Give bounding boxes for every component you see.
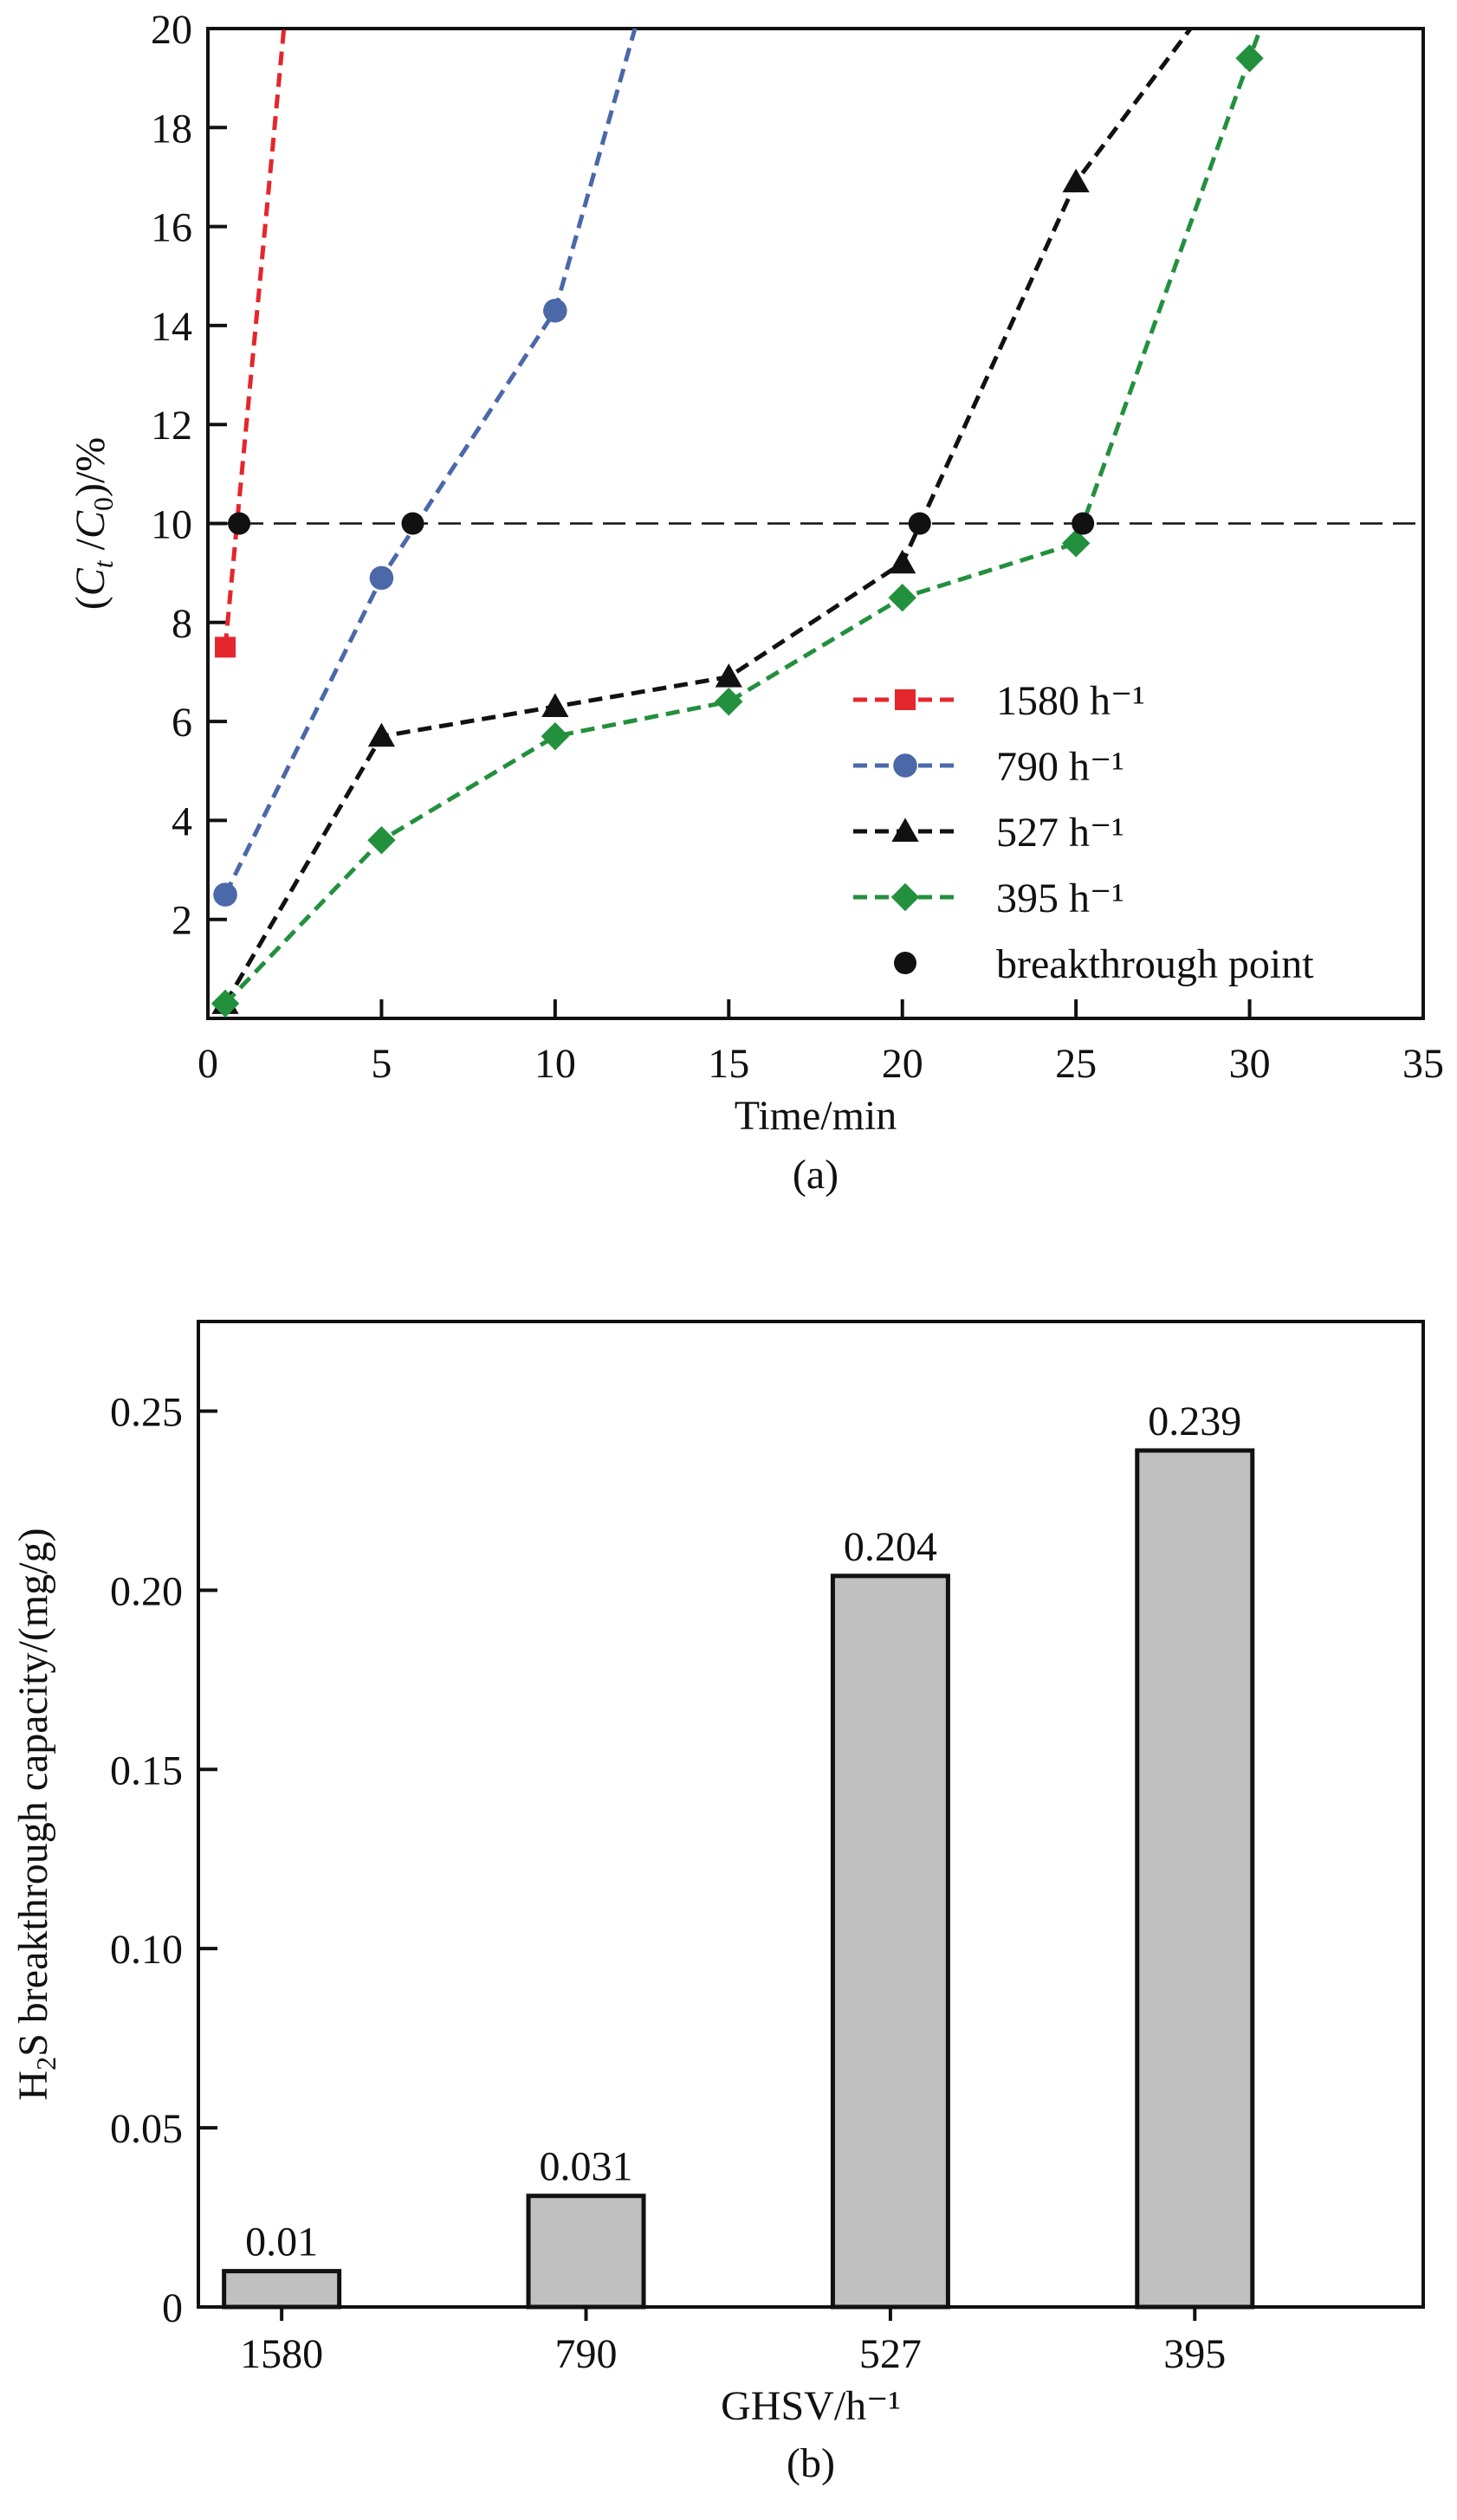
bar-value-label: 0.01 (245, 2220, 318, 2265)
bar-value-label: 0.031 (540, 2144, 633, 2190)
y-tick-label: 0.05 (110, 2106, 183, 2152)
y-axis-label-part: ( (68, 596, 113, 610)
data-point (1235, 44, 1264, 73)
breakthrough-point (908, 512, 931, 535)
y-tick-label: 6 (172, 700, 192, 746)
legend-marker (895, 689, 916, 710)
x-tick-label: 790 (555, 2331, 618, 2377)
series-line (223, 29, 1263, 1005)
y-axis-label-part: t (87, 559, 119, 568)
data-point (1061, 529, 1091, 558)
y-tick-label: 0.20 (110, 1568, 183, 1614)
y-tick-label: 4 (172, 798, 192, 844)
y-axis-label-part: H (10, 2071, 56, 2101)
y-tick-label: 0.10 (110, 1927, 183, 1973)
x-tick-label: 1580 (240, 2331, 323, 2377)
y-tick-label: 0.25 (110, 1389, 183, 1435)
bar-value-label: 0.239 (1148, 1399, 1241, 1444)
legend-marker (891, 817, 919, 842)
x-axis-label: Time/min (735, 1093, 897, 1139)
legend-label: 527 h⁻¹ (996, 810, 1124, 856)
x-tick-label: 395 (1163, 2331, 1226, 2377)
legend: 1580 h⁻¹ 790 h⁻¹ 527 h⁻¹ 395 h⁻¹ breakthroug… (853, 678, 1314, 987)
breakthrough-point (401, 512, 424, 535)
y-tick-label: 12 (151, 403, 192, 449)
chart-a: 0 5 10 15 20 25 30 35 2 4 6 8 10 12 14 16 18 20 Time/min (a… (68, 7, 1444, 1198)
y-tick-label: 8 (172, 601, 192, 647)
x-tick-label: 30 (1229, 1041, 1271, 1087)
series-line (223, 29, 287, 648)
x-tick-label: 5 (371, 1041, 392, 1087)
bar-value-label: 0.204 (844, 1524, 937, 1570)
y-tick-label: 2 (172, 898, 192, 944)
y-axis-label-part: 2 (30, 2057, 62, 2071)
y-axis-label: (Ct /C0)/% (68, 437, 119, 611)
data-point (367, 722, 396, 747)
data-point (888, 584, 916, 612)
x-tick-label: 10 (534, 1041, 576, 1087)
y-axis-label-part: )/% (68, 437, 113, 497)
data-point (889, 549, 916, 574)
y-axis-label-part: C (68, 567, 113, 596)
y-tick-label: 0 (162, 2285, 183, 2331)
bar (222, 2269, 342, 2310)
y-axis-label-part: / (68, 538, 113, 560)
x-tick-label: 25 (1055, 1041, 1097, 1087)
series-diamond (210, 29, 1264, 1018)
panel-label-a: (a) (793, 1152, 839, 1198)
data-point (543, 298, 567, 323)
data-point (715, 688, 743, 716)
data-point (715, 663, 742, 688)
series-circle (213, 29, 638, 907)
series-square (215, 29, 287, 658)
y-axis-label-part: 0 (87, 497, 119, 511)
y-tick-label: 10 (151, 502, 192, 548)
panel-label-b: (b) (787, 2440, 835, 2486)
y-tick-label: 14 (151, 304, 192, 350)
legend-marker (893, 753, 917, 778)
legend-label: 395 h⁻¹ (996, 876, 1124, 921)
plot-frame (197, 1320, 1425, 2309)
bar (1135, 1448, 1255, 2310)
data-point (367, 826, 396, 855)
x-tick-label: 35 (1402, 1041, 1444, 1087)
y-axis-label-part: C (68, 510, 113, 539)
x-tick-label: 15 (708, 1041, 749, 1087)
bar (830, 1573, 950, 2310)
data-point (369, 565, 394, 591)
data-point (215, 636, 236, 658)
y-axis-label: H2S breakthrough capacity/(mg/g) (10, 1528, 62, 2100)
x-tick-label: 527 (859, 2331, 922, 2377)
legend-label: 790 h⁻¹ (996, 744, 1124, 790)
legend-label: 1580 h⁻¹ (996, 678, 1145, 724)
x-tick-label: 20 (882, 1041, 923, 1087)
x-axis-label: GHSV/h⁻¹ (721, 2383, 901, 2429)
data-point (541, 722, 570, 751)
y-tick-label: 20 (151, 7, 192, 53)
bar (526, 2194, 646, 2310)
series-triangle (211, 29, 1194, 1014)
data-point (213, 882, 237, 907)
legend-marker (890, 882, 920, 912)
x-tick-label: 0 (198, 1041, 218, 1087)
breakthrough-point (1072, 512, 1095, 535)
data-point (1062, 168, 1090, 193)
legend-label: breakthrough point (996, 941, 1314, 987)
y-tick-label: 0.15 (110, 1748, 183, 1793)
data-point (541, 693, 569, 717)
series-line (223, 29, 638, 896)
y-axis-label-part: S breakthrough capacity/(mg/g) (10, 1528, 56, 2056)
y-tick-label: 18 (151, 106, 192, 152)
legend-marker (894, 952, 916, 974)
y-tick-label: 16 (151, 205, 192, 251)
chart-b: 0 0.05 0.10 0.15 0.20 0.25 0.01 1580 0.031 790 0.2… (10, 1320, 1425, 2486)
data-point (210, 989, 240, 1018)
plot-area (210, 29, 1264, 1018)
breakthrough-point (228, 512, 251, 535)
